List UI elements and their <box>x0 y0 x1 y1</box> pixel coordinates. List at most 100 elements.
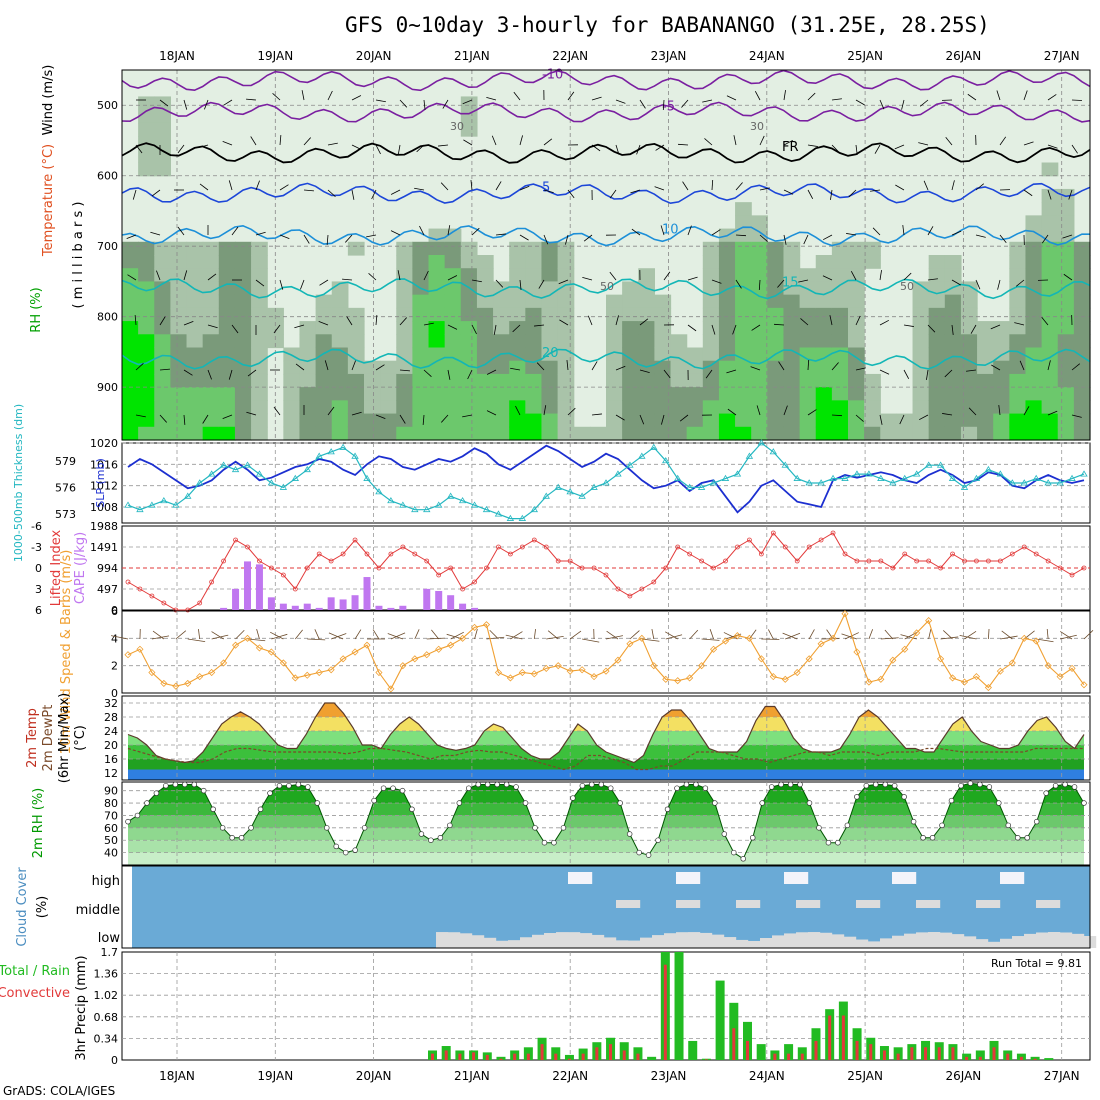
date-label-top: 22JAN <box>552 49 588 63</box>
rh-cell <box>1057 294 1075 309</box>
rh-cell <box>815 334 833 349</box>
wind-barb <box>679 414 689 422</box>
rh-cell <box>1057 334 1075 349</box>
thickness-point <box>124 501 132 508</box>
middle-cloud-block <box>748 900 761 908</box>
rh2m-point <box>276 782 283 789</box>
rh-cell <box>993 413 1010 428</box>
thickness-point <box>243 461 252 468</box>
rh-cell <box>815 307 833 322</box>
slp-ylabel: SLP (mb) <box>94 458 107 508</box>
wind-speed-point <box>614 656 622 664</box>
rh-cell <box>751 215 768 230</box>
rh-cell <box>170 360 188 375</box>
rh-cell <box>735 387 752 401</box>
rh-cell <box>525 413 543 428</box>
wind-barb <box>416 144 425 153</box>
low-cloud-block <box>592 934 605 948</box>
wind-barb <box>447 225 451 236</box>
rh2m-point <box>607 785 614 791</box>
rh-cell <box>299 321 317 335</box>
rh-cell <box>541 334 559 349</box>
wind-speed-point <box>829 634 837 642</box>
rh2m-point <box>428 837 434 843</box>
rh-cell <box>864 400 881 415</box>
rh-cell <box>622 281 639 296</box>
rh-cell <box>1041 360 1059 375</box>
rh-cell <box>347 373 365 388</box>
wind-barb <box>151 189 161 197</box>
rh-cell <box>1009 387 1027 401</box>
surface-wind-barb <box>426 637 445 640</box>
rh-cell <box>315 347 333 362</box>
rh-cell <box>799 294 817 309</box>
rh-cell <box>444 387 462 401</box>
low-cloud-block <box>568 932 581 948</box>
rh-cell <box>783 281 801 296</box>
rh-cell <box>1073 268 1091 283</box>
wind-barb <box>711 279 722 284</box>
surface-wind-barb <box>1036 638 1054 643</box>
rh-cell <box>912 307 930 322</box>
rh-cell <box>944 294 962 309</box>
rh-cell <box>977 334 994 349</box>
surface-wind-barb <box>959 635 977 640</box>
rh2m-point <box>636 849 642 856</box>
wind-barb <box>583 234 593 242</box>
temp-band <box>128 769 1084 780</box>
surface-wind-barb <box>175 630 187 640</box>
rh-cell <box>718 373 736 388</box>
wind-barb <box>177 144 185 154</box>
rh2m-point <box>967 780 974 786</box>
wind-barb <box>879 270 882 281</box>
li-point <box>340 551 346 557</box>
temp-ylabel-unit: (°C) <box>73 725 88 751</box>
wind-barb <box>807 144 818 147</box>
rh-cell <box>670 413 688 428</box>
isotherm-label: 15 <box>782 275 799 290</box>
rh2m-band <box>128 803 1084 816</box>
wind-barb <box>630 189 641 194</box>
thickness-point <box>267 479 276 486</box>
isotherm-line <box>121 224 1090 247</box>
rh-cell <box>799 307 817 322</box>
wind-barb <box>351 95 362 101</box>
rh-cell <box>702 400 720 415</box>
wind-barb <box>777 279 785 288</box>
wind-speed-point <box>817 640 825 648</box>
rh2m-point <box>787 781 794 788</box>
rh-cell <box>412 241 430 256</box>
rh2m-tick-label: 60 <box>104 822 118 835</box>
low-cloud-block <box>772 935 785 948</box>
li-point <box>185 607 191 613</box>
rh-cell <box>1073 334 1091 349</box>
rh2m-point <box>219 825 226 831</box>
rh-cell <box>960 347 978 362</box>
rh-cell <box>509 360 526 375</box>
rh-cell <box>1009 241 1027 256</box>
wind-barb <box>773 323 785 326</box>
precip-conv-bar <box>787 1053 791 1060</box>
wind-barb <box>375 144 381 155</box>
li-point <box>388 551 394 557</box>
li-point <box>962 558 967 564</box>
rh-cell <box>960 321 978 335</box>
wind-barb <box>447 324 458 330</box>
wind-speed-point <box>721 637 730 645</box>
rh2m-point <box>712 800 718 806</box>
wind-barb <box>207 273 217 281</box>
wind-barb <box>222 414 233 419</box>
rh-cell <box>1009 294 1027 309</box>
rh-cell <box>1009 373 1027 388</box>
rh-cell <box>1025 413 1043 428</box>
wind-barb <box>519 234 529 241</box>
wind-barb <box>615 315 619 326</box>
wind-barb <box>591 361 598 371</box>
li-point <box>950 551 955 557</box>
rh-cell <box>283 400 301 415</box>
date-label-bottom: 27JAN <box>1044 1069 1080 1083</box>
rh-cell <box>751 334 768 349</box>
rh-cell <box>170 334 188 349</box>
wind-barb <box>486 369 497 375</box>
wind-barb <box>156 270 161 281</box>
